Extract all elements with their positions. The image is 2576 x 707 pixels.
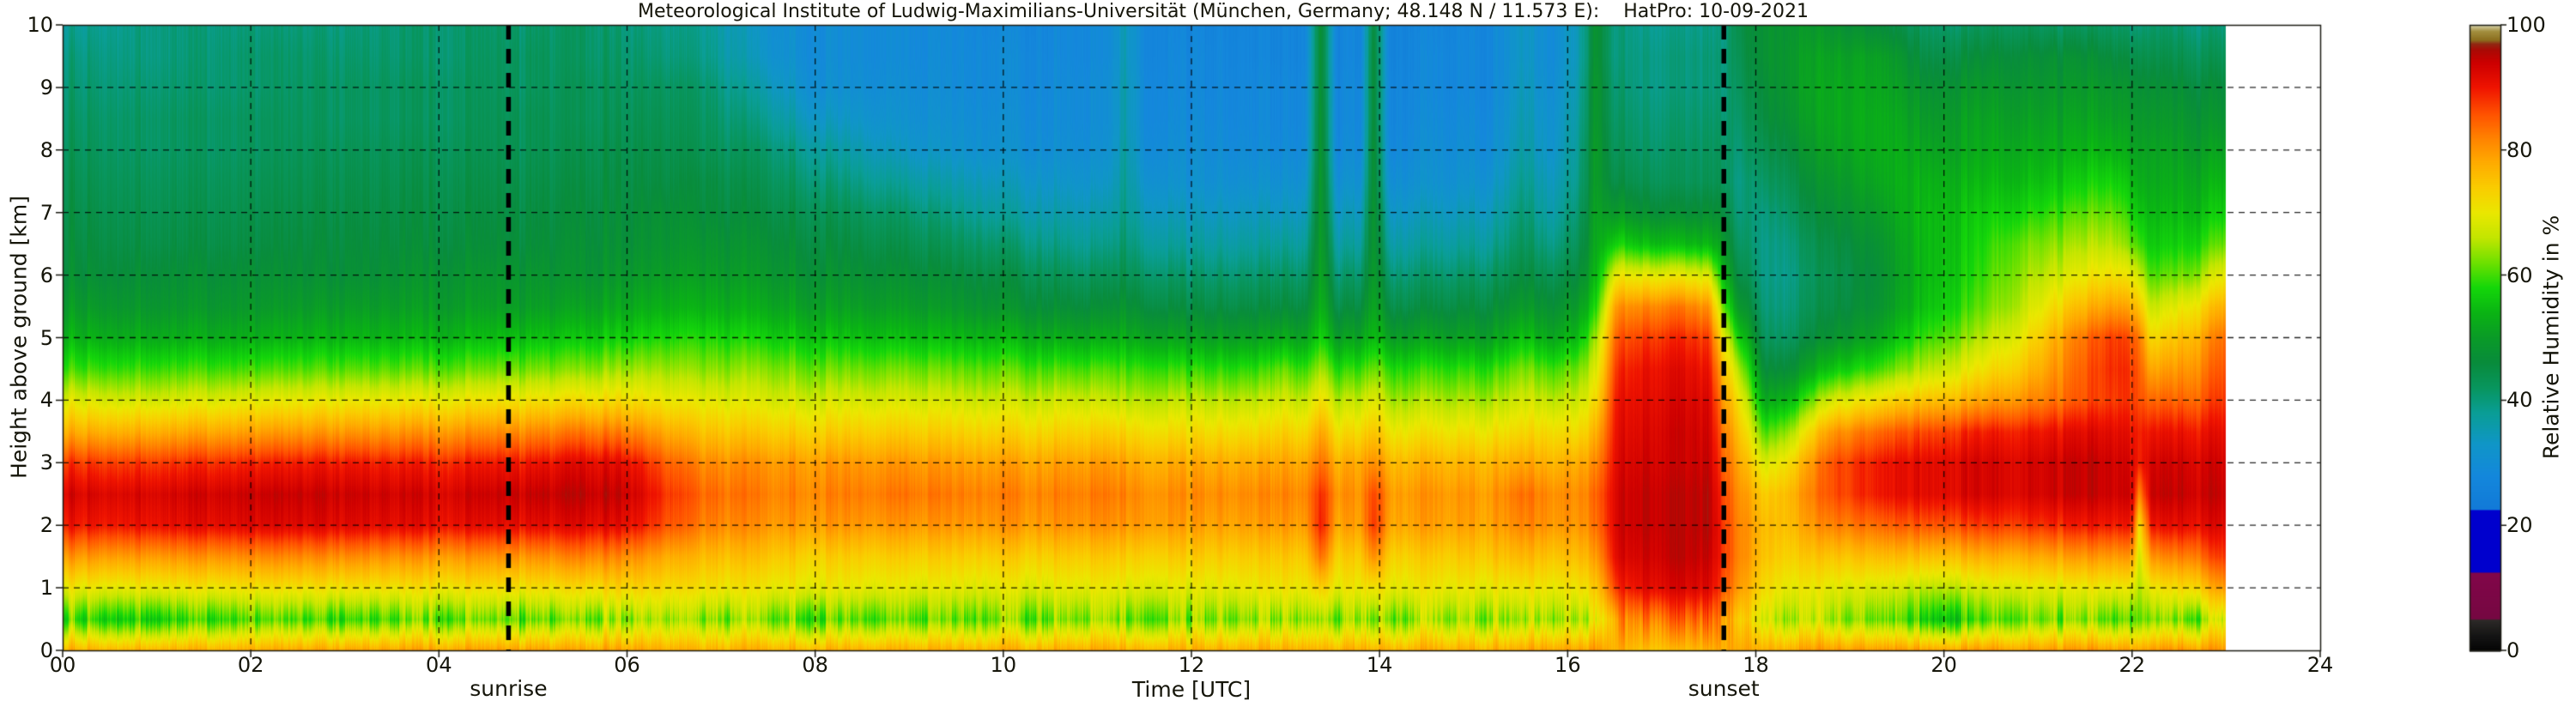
x-tick-label: 20 [1930, 653, 1957, 677]
colorbar-tick-label: 100 [2506, 13, 2546, 37]
y-tick-label: 6 [39, 263, 53, 287]
y-tick-label: 9 [39, 75, 53, 100]
x-tick-label: 08 [802, 653, 828, 677]
x-tick-label: 00 [49, 653, 76, 677]
x-tick-label: 18 [1743, 653, 1769, 677]
colorbar-tick-label: 20 [2506, 513, 2533, 538]
chart-title: Meteorological Institute of Ludwig-Maxim… [637, 1, 1809, 22]
x-tick-label: 14 [1366, 653, 1393, 677]
colorbar-label: Relative Humidity in % [2538, 215, 2564, 460]
x-tick-label: 10 [990, 653, 1017, 677]
y-tick-label: 10 [27, 13, 53, 37]
x-tick-label: 22 [2118, 653, 2146, 677]
x-tick-label: 16 [1555, 653, 1581, 677]
y-tick-label: 2 [39, 513, 53, 538]
sunrise-annotation: sunrise [470, 676, 548, 701]
colorbar-tick-label: 60 [2506, 263, 2533, 287]
y-tick-label: 3 [39, 450, 53, 475]
x-tick-label: 04 [426, 653, 452, 677]
colorbar-tick-label: 0 [2506, 638, 2520, 662]
y-tick-label: 8 [39, 137, 53, 162]
sunset-annotation: sunset [1688, 676, 1760, 701]
x-axis-label: Time [UTC] [1131, 677, 1252, 702]
x-tick-label: 24 [2306, 653, 2334, 677]
x-tick-label: 12 [1178, 653, 1205, 677]
colorbar-tick-label: 80 [2506, 137, 2533, 162]
y-tick-label: 7 [39, 200, 53, 225]
y-tick-label: 4 [39, 388, 53, 413]
x-tick-label: 06 [614, 653, 640, 677]
x-tick-label: 02 [237, 653, 264, 677]
y-tick-label: 1 [39, 576, 53, 601]
y-tick-label: 5 [39, 325, 53, 350]
y-tick-label: 0 [39, 638, 53, 662]
colorbar-tick-label: 40 [2506, 388, 2533, 413]
